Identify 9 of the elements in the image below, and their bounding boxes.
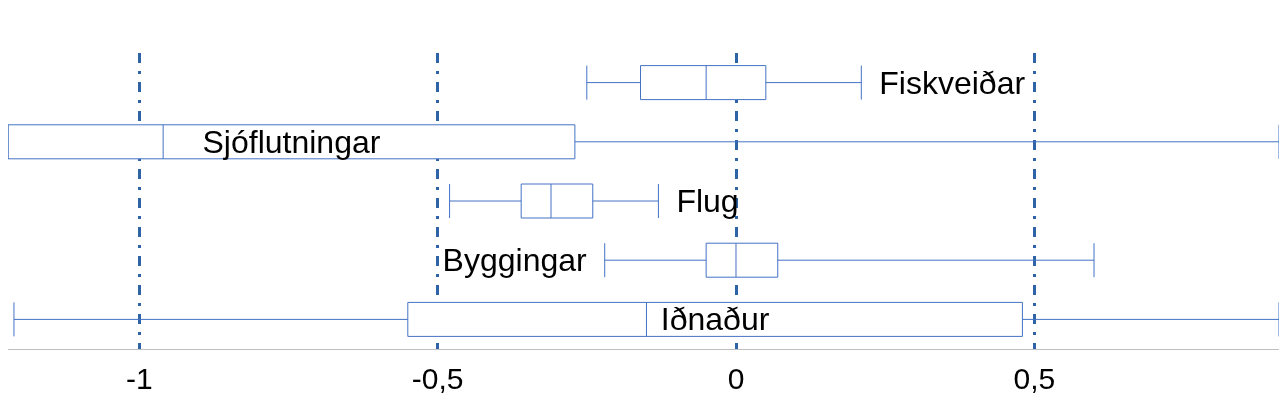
y-tick-label: Flug (676, 183, 739, 219)
x-tick-label: -0,5 (411, 361, 464, 395)
x-tick-label: 0,5 (1013, 361, 1056, 395)
x-tick-label: 0 (727, 361, 745, 395)
y-tick-label: Sjóflutningar (202, 123, 381, 160)
x-tick-label: -1 (125, 361, 153, 395)
y-tick-label: Iðnaður (660, 301, 770, 338)
y-tick-label: Byggingar (442, 242, 588, 279)
y-tick-label: Fiskveiðar (879, 64, 1026, 101)
